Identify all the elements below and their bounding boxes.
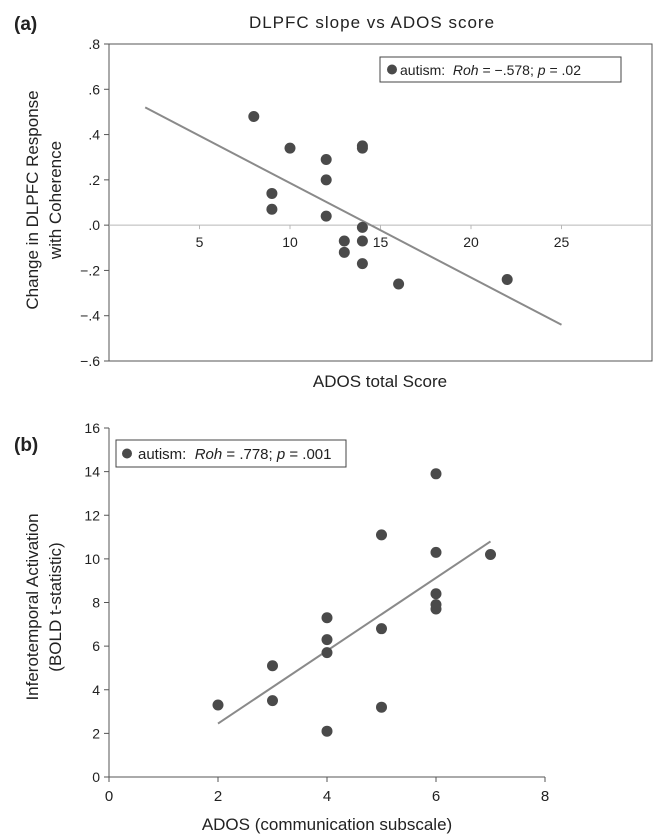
a-ytick-label: .2 (88, 172, 100, 188)
a-ytick-label: −.4 (80, 308, 100, 324)
a-data-point (248, 110, 260, 122)
a-ytick-label: −.2 (80, 262, 100, 278)
b-xtick-label: 4 (323, 788, 331, 805)
b-ytick-label: 6 (92, 638, 100, 654)
panel-b-fit-line (217, 540, 492, 725)
panel-b-y-axis: 0 2 4 6 8 10 12 14 16 (84, 420, 109, 785)
a-data-point (338, 246, 350, 258)
panel-b-ylabel: Inferotemporal Activation (BOLD t-statis… (23, 513, 65, 700)
b-data-point (267, 695, 278, 707)
a-data-point (284, 142, 296, 154)
a-ytick-label: −.6 (80, 353, 100, 369)
a-data-point (356, 235, 368, 247)
a-data-point (356, 221, 368, 233)
panel-a-ylabel-line1: Change in DLPFC Response (23, 90, 42, 309)
panel-a-xlabel: ADOS total Score (313, 372, 447, 391)
panel-b-legend-text: autism: Roh = .778; p = .001 (138, 446, 331, 463)
panel-a-y-axis: .8 .6 .4 .2 .0 −.2 −.4 −.6 (80, 36, 109, 369)
b-xtick-label: 8 (541, 788, 549, 805)
b-xtick-label: 0 (105, 788, 113, 805)
b-data-point (485, 549, 496, 561)
b-xtick-label: 6 (432, 788, 440, 805)
a-data-point (338, 235, 350, 247)
a-data-point (320, 210, 332, 222)
a-ytick-label: .0 (88, 217, 100, 233)
panel-a-title: DLPFC slope vs ADOS score (249, 13, 495, 32)
b-data-point (430, 603, 442, 615)
a-xtick-label: 15 (373, 234, 389, 250)
panel-b-ylabel-line1: Inferotemporal Activation (23, 513, 42, 700)
panel-a-x-axis: 5 10 15 20 25 (109, 224, 652, 250)
b-data-point (321, 612, 333, 624)
panel-b-points (212, 468, 496, 737)
panel-b-ylabel-line2: (BOLD t-statistic) (46, 542, 65, 671)
b-data-point (212, 699, 224, 711)
b-ytick-label: 0 (92, 769, 100, 785)
b-data-point (376, 701, 387, 713)
panel-b: (b) Inferotemporal Activation (BOLD t-st… (14, 420, 549, 834)
b-data-point (267, 660, 278, 672)
a-xtick-label: 20 (463, 234, 479, 250)
b-data-point (376, 529, 387, 541)
a-ytick-label: .4 (88, 127, 100, 143)
panel-b-xlabel: ADOS (communication subscale) (202, 815, 452, 834)
a-data-point (320, 174, 332, 186)
b-ytick-label: 10 (84, 551, 100, 567)
panel-a-plot-frame (108, 43, 653, 362)
panel-b-legend-marker (122, 448, 132, 459)
panel-b-legend-box (115, 439, 347, 468)
a-xtick-label: 25 (554, 234, 570, 250)
panel-a: (a) DLPFC slope vs ADOS score Change in … (14, 13, 653, 391)
a-data-point (501, 273, 513, 285)
b-ytick-label: 16 (84, 420, 100, 436)
a-ytick-label: .8 (88, 36, 100, 52)
panel-a-legend-box (379, 56, 622, 83)
panel-b-x-axis: 0 2 4 6 8 (105, 777, 549, 805)
b-data-point (430, 546, 442, 558)
panel-a-ylabel-line2: with Coherence (46, 141, 65, 260)
b-data-point (430, 468, 442, 480)
panel-a-legend: autism: Roh = −.578; p = .02 (379, 56, 622, 83)
panel-b-label: (b) (14, 435, 38, 456)
a-data-point (266, 203, 278, 215)
panel-b-legend: autism: Roh = .778; p = .001 (115, 439, 347, 468)
panel-a-label: (a) (14, 14, 37, 35)
panel-a-legend-marker (387, 64, 397, 75)
panel-a-ylabel: Change in DLPFC Response with Coherence (23, 90, 65, 309)
b-regression-line (217, 540, 492, 725)
a-xtick-label: 10 (282, 234, 298, 250)
panel-a-points (248, 110, 513, 290)
panel-a-fit-line (144, 106, 562, 326)
b-data-point (321, 725, 333, 737)
b-data-point (430, 588, 442, 600)
b-data-point (376, 623, 387, 635)
a-ytick-label: .6 (88, 81, 100, 97)
b-xtick-label: 2 (214, 788, 222, 805)
a-regression-line (144, 106, 562, 326)
b-ytick-label: 14 (84, 464, 100, 480)
b-ytick-label: 8 (92, 595, 100, 611)
a-data-point (266, 187, 278, 199)
a-data-point (356, 258, 368, 270)
b-ytick-label: 12 (84, 507, 100, 523)
panel-a-legend-text: autism: Roh = −.578; p = .02 (400, 62, 581, 78)
b-data-point (321, 647, 333, 659)
b-ytick-label: 4 (92, 682, 100, 698)
a-data-point (320, 153, 332, 165)
a-data-point (356, 142, 368, 154)
a-xtick-label: 5 (196, 234, 204, 250)
b-data-point (321, 634, 333, 646)
b-ytick-label: 2 (92, 725, 100, 741)
a-data-point (393, 278, 405, 290)
